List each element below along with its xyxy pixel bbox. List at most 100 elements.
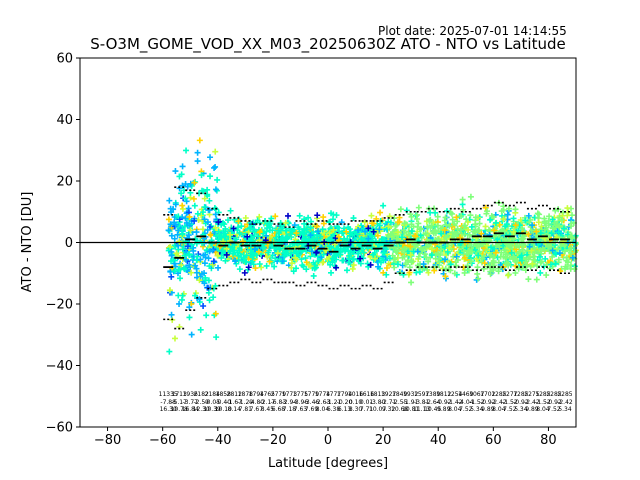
bin-std-label: 10.07: [369, 406, 386, 413]
bin-count-label: 1773: [282, 391, 297, 398]
scatter-point: [222, 233, 229, 240]
scatter-point: [234, 249, 241, 256]
scatter-point: [168, 273, 175, 280]
scatter-point: [206, 207, 213, 214]
scatter-point: [204, 226, 211, 233]
scatter-point: [512, 270, 519, 277]
bin-count-label: 1849: [392, 391, 407, 398]
scatter-point: [166, 287, 173, 294]
scatter-point: [394, 219, 401, 226]
bin-std-label: 7.81: [239, 406, 253, 413]
scatter-point: [510, 215, 517, 222]
scatter-point: [179, 292, 186, 299]
bin-mean-label: -3.46: [304, 399, 320, 406]
scatter-point: [519, 235, 526, 242]
bin-count-label: 2277: [502, 391, 517, 398]
bin-mean-label: -0.20: [337, 399, 353, 406]
scatter-point: [399, 234, 406, 241]
scatter-point: [357, 255, 364, 262]
scatter-point: [360, 249, 367, 256]
scatter-point: [178, 190, 185, 197]
scatter-point: [459, 196, 466, 203]
scatter-point: [181, 223, 188, 230]
scatter-point: [451, 270, 458, 277]
scatter-point: [238, 223, 245, 230]
scatter-point: [535, 219, 542, 226]
scatter-point: [435, 250, 442, 257]
scatter-point: [194, 149, 201, 156]
scatter-point: [249, 252, 256, 259]
scatter-point: [297, 230, 304, 237]
bin-std-label: 9.89: [525, 406, 539, 413]
bin-count-label: 1016: [348, 391, 363, 398]
scatter-point: [200, 302, 207, 309]
scatter-point: [319, 259, 326, 266]
bin-count-label: 1775: [293, 391, 308, 398]
scatter-point: [391, 256, 398, 263]
scatter-point: [339, 230, 346, 237]
scatter-point: [446, 245, 453, 252]
x-tick-label: 80: [540, 433, 557, 448]
scatter-point: [171, 268, 178, 275]
scatter-point: [186, 314, 193, 321]
scatter-point: [561, 248, 568, 255]
scatter-point: [206, 248, 213, 255]
bin-std-label: 9.89: [437, 406, 451, 413]
scatter-point: [210, 294, 217, 301]
scatter-point: [191, 179, 198, 186]
scatter-point: [350, 215, 357, 222]
chart-title: S-O3M_GOME_VOD_XX_M03_20250630Z ATO - NT…: [90, 35, 566, 54]
y-tick-label: −40: [46, 359, 73, 374]
scatter-point: [407, 243, 414, 250]
bin-std-label: 11.13: [413, 406, 430, 413]
scatter-point: [461, 269, 468, 276]
bin-std-label: 8.45: [261, 406, 275, 413]
bin-mean-label: -2.55: [392, 399, 408, 406]
x-tick-label: −40: [204, 433, 231, 448]
scatter-point: [367, 261, 374, 268]
scatter-point: [461, 254, 468, 261]
scatter-point: [564, 264, 571, 271]
scatter-point: [326, 230, 333, 237]
scatter-point: [243, 258, 250, 265]
scatter-point: [251, 228, 258, 235]
scatter-point: [443, 221, 450, 228]
bin-std-label: 8.30: [349, 406, 363, 413]
scatter-point: [453, 262, 460, 269]
scatter-point: [256, 229, 263, 236]
scatter-point: [326, 236, 333, 243]
scatter-point: [239, 238, 246, 245]
scatter-point: [287, 250, 294, 257]
bin-std-label: 7.52: [503, 406, 517, 413]
scatter-point: [395, 229, 402, 236]
scatter-point: [179, 226, 186, 233]
scatter-point: [383, 271, 390, 278]
scatter-point: [569, 254, 576, 261]
scatter-point: [194, 158, 201, 165]
scatter-point: [449, 216, 456, 223]
scatter-point: [441, 217, 448, 224]
scatter-point: [408, 279, 415, 286]
scatter-point: [546, 213, 553, 220]
scatter-point: [291, 240, 298, 247]
scatter-point: [292, 254, 299, 261]
scatter-point: [358, 236, 365, 243]
scatter-point: [498, 208, 505, 215]
scatter-point: [556, 222, 563, 229]
scatter-point: [408, 213, 415, 220]
scatter-point: [301, 225, 308, 232]
bin-std-label: 6.13: [338, 406, 352, 413]
scatter-point: [266, 258, 273, 265]
scatter-point: [370, 228, 377, 235]
scatter-point: [355, 227, 362, 234]
scatter-point: [215, 219, 222, 226]
bin-mean-label: -2.64: [425, 399, 441, 406]
scatter-point: [481, 260, 488, 267]
scatter-point: [418, 225, 425, 232]
scatter-point: [449, 229, 456, 236]
scatter-point: [187, 180, 194, 187]
scatter-point: [560, 225, 567, 232]
scatter-point: [222, 257, 229, 264]
scatter-point: [472, 214, 479, 221]
scatter-point: [198, 270, 205, 277]
